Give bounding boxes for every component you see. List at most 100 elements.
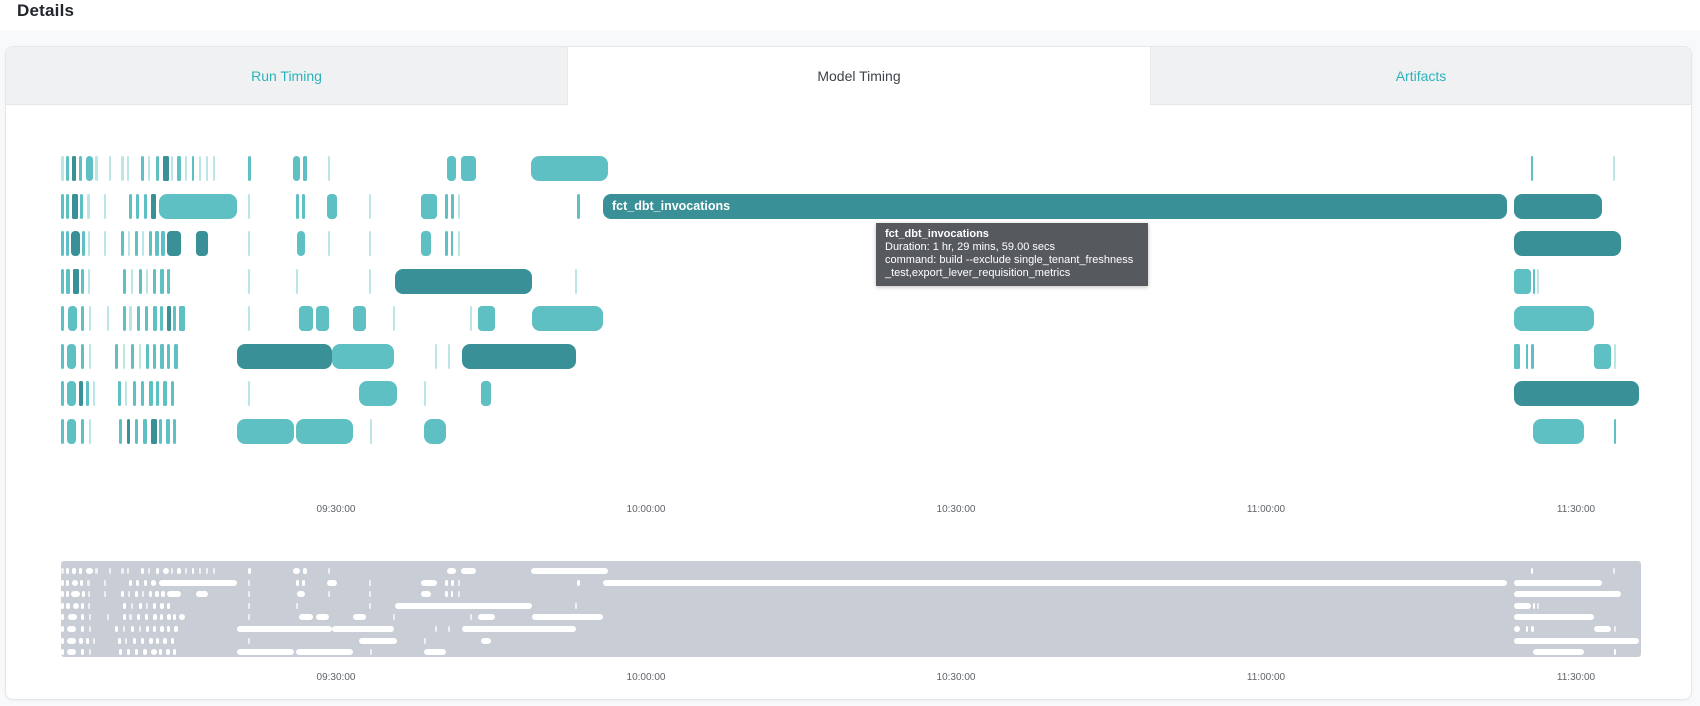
gantt-bar[interactable] — [1533, 418, 1584, 444]
gantt-bar[interactable] — [79, 156, 82, 181]
minimap-brush[interactable] — [61, 561, 1641, 657]
gantt-bar[interactable] — [104, 193, 106, 219]
gantt-bar[interactable] — [445, 193, 448, 219]
tab-run-timing[interactable]: Run Timing — [6, 47, 568, 105]
gantt-bar[interactable] — [447, 156, 456, 181]
gantt-bar[interactable] — [353, 306, 366, 331]
gantt-bar[interactable] — [478, 306, 495, 331]
gantt-bar[interactable] — [445, 231, 448, 256]
gantt-bar[interactable] — [296, 268, 298, 294]
gantt-bar[interactable] — [136, 193, 139, 219]
gantt-bar[interactable] — [328, 156, 330, 181]
gantt-bar[interactable] — [303, 156, 307, 181]
gantt-bar[interactable] — [1514, 231, 1621, 256]
gantt-bar[interactable] — [129, 306, 132, 331]
gantt-bar[interactable] — [1531, 343, 1534, 369]
gantt-bar[interactable] — [359, 381, 397, 406]
gantt-bar[interactable] — [248, 268, 250, 294]
gantt-bar[interactable] — [66, 268, 70, 294]
gantt-bar[interactable] — [142, 231, 144, 256]
gantt-bar[interactable] — [115, 343, 118, 369]
gantt-bar[interactable] — [144, 193, 147, 219]
gantt-bar[interactable] — [199, 156, 201, 181]
gantt-bar[interactable] — [81, 418, 84, 444]
gantt-bar[interactable] — [82, 231, 85, 256]
gantt-bar[interactable] — [424, 418, 446, 444]
gantt-bar[interactable] — [421, 231, 431, 256]
gantt-bar[interactable] — [104, 231, 106, 256]
gantt-canvas[interactable]: fct_dbt_invocations — [61, 156, 1641, 456]
gantt-bar[interactable] — [143, 418, 147, 444]
gantt-bar[interactable] — [129, 193, 132, 219]
gantt-bar[interactable] — [148, 156, 150, 181]
gantt-bar[interactable] — [151, 418, 157, 444]
tab-model-timing[interactable]: Model Timing — [568, 47, 1150, 105]
gantt-bar[interactable] — [135, 418, 138, 444]
gantt-bar[interactable] — [302, 193, 305, 219]
gantt-bar[interactable] — [73, 268, 79, 294]
gantt-bar[interactable] — [1514, 268, 1531, 294]
gantt-bar[interactable] — [1594, 343, 1611, 369]
gantt-bar[interactable] — [458, 193, 460, 219]
gantt-bar[interactable] — [369, 268, 371, 294]
gantt-bar[interactable] — [118, 381, 121, 406]
gantt-bar[interactable] — [451, 231, 453, 256]
gantt-bar[interactable] — [1514, 193, 1602, 219]
gantt-bar[interactable] — [139, 268, 142, 294]
gantt-bar[interactable] — [67, 418, 76, 444]
gantt-bar[interactable] — [161, 231, 165, 256]
gantt-bar[interactable] — [470, 306, 472, 331]
gantt-bar[interactable] — [297, 231, 305, 256]
gantt-bar[interactable] — [127, 418, 130, 444]
gantt-bar[interactable] — [137, 306, 140, 331]
gantt-bar[interactable] — [149, 231, 152, 256]
gantt-bar[interactable] — [1531, 156, 1533, 181]
gantt-bar[interactable] — [141, 381, 144, 406]
gantt-bar[interactable] — [71, 231, 80, 256]
gantt-bar[interactable] — [123, 343, 125, 369]
gantt-bar[interactable] — [66, 156, 69, 181]
gantt-bar-fct_dbt_invocations[interactable]: fct_dbt_invocations — [603, 193, 1507, 219]
gantt-bar[interactable] — [127, 156, 129, 181]
gantt-bar[interactable] — [177, 156, 181, 181]
gantt-bar[interactable] — [1614, 418, 1616, 444]
gantt-bar[interactable] — [89, 343, 91, 369]
gantt-bar[interactable] — [149, 381, 153, 406]
gantt-bar[interactable] — [139, 343, 141, 369]
gantt-bar[interactable] — [107, 306, 109, 331]
gantt-bar[interactable] — [296, 193, 299, 219]
gantt-bar[interactable] — [61, 418, 64, 444]
gantt-bar[interactable] — [156, 381, 159, 406]
gantt-bar[interactable] — [151, 193, 156, 219]
gantt-bar[interactable] — [369, 231, 371, 256]
gantt-bar[interactable] — [316, 306, 329, 331]
gantt-bar[interactable] — [173, 306, 176, 331]
gantt-bar[interactable] — [131, 343, 134, 369]
gantt-bar[interactable] — [1514, 343, 1520, 369]
gantt-bar[interactable] — [458, 231, 460, 256]
gantt-bar[interactable] — [67, 381, 76, 406]
gantt-bar[interactable] — [155, 231, 159, 256]
gantt-bar[interactable] — [299, 306, 313, 331]
gantt-bar[interactable] — [248, 381, 250, 406]
gantt-bar[interactable] — [369, 193, 371, 219]
gantt-bar[interactable] — [532, 306, 603, 331]
gantt-bar[interactable] — [156, 156, 159, 181]
gantt-bar[interactable] — [89, 418, 91, 444]
gantt-bar[interactable] — [332, 343, 394, 369]
gantt-bar[interactable] — [237, 343, 332, 369]
gantt-bar[interactable] — [296, 418, 353, 444]
gantt-bar[interactable] — [370, 418, 372, 444]
gantt-bar[interactable] — [462, 343, 576, 369]
gantt-bar[interactable] — [123, 306, 126, 331]
gantt-bar[interactable] — [160, 343, 164, 369]
tab-artifacts[interactable]: Artifacts — [1150, 47, 1691, 105]
gantt-bar[interactable] — [81, 343, 84, 369]
gantt-bar[interactable] — [72, 193, 78, 219]
gantt-bar[interactable] — [109, 156, 111, 181]
gantt-bar[interactable] — [121, 231, 124, 256]
gantt-bar[interactable] — [89, 306, 91, 331]
gantt-bar[interactable] — [153, 306, 157, 331]
gantt-bar[interactable] — [451, 193, 454, 219]
gantt-bar[interactable] — [66, 193, 69, 219]
